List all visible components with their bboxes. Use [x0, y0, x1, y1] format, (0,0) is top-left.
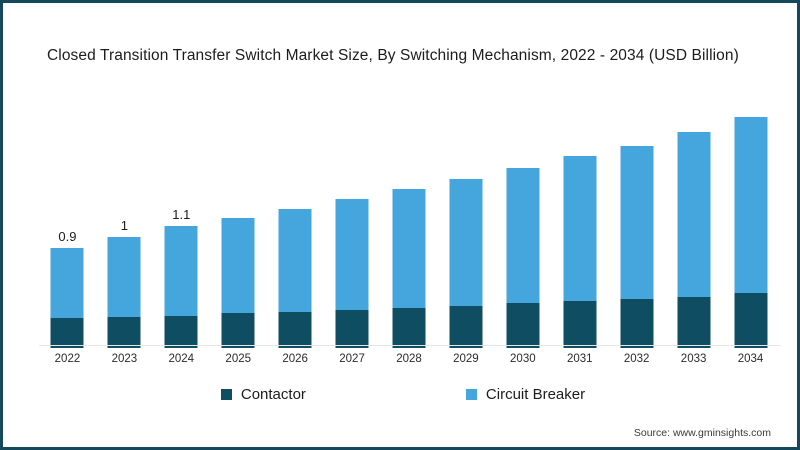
bar-segment-circuit-breaker[interactable] — [221, 217, 255, 314]
legend-label-contactor: Contactor — [240, 386, 306, 403]
bar-segment-contactor[interactable] — [677, 296, 711, 348]
stacked-bar[interactable] — [677, 131, 711, 348]
stacked-bar[interactable] — [335, 198, 369, 348]
bar-segment-contactor[interactable] — [734, 293, 768, 348]
bar-segment-contactor[interactable] — [335, 310, 369, 348]
bar-segment-circuit-breaker[interactable] — [392, 188, 426, 308]
x-axis-tick-label: 2024 — [168, 353, 195, 365]
source-attribution: Source: www.gminsights.com — [633, 427, 771, 439]
legend: Contactor Circuit Breaker — [3, 386, 797, 403]
bar-group[interactable]: 0.9 — [39, 103, 96, 348]
bar-group[interactable]: 1 — [96, 103, 153, 348]
stacked-bar[interactable] — [734, 117, 768, 348]
bar-group[interactable]: 1.1 — [153, 103, 210, 348]
legend-item-contactor[interactable]: Contactor — [220, 386, 306, 403]
bar-segment-circuit-breaker[interactable] — [107, 236, 141, 317]
stacked-bar[interactable] — [392, 188, 426, 348]
x-axis-tick-label: 2033 — [680, 353, 707, 365]
bar-segment-circuit-breaker[interactable] — [563, 156, 597, 302]
x-axis-tick-label: 2022 — [54, 353, 81, 365]
bar-segment-contactor[interactable] — [449, 305, 483, 348]
bar-segment-contactor[interactable] — [392, 307, 426, 348]
bar-segment-circuit-breaker[interactable] — [506, 167, 540, 304]
bar-group[interactable] — [494, 103, 551, 348]
plot-area: 0.9 1 1.1 — [39, 103, 779, 348]
bar-segment-contactor[interactable] — [278, 312, 312, 348]
bar-segment-circuit-breaker[interactable] — [164, 225, 198, 316]
bar-segment-contactor[interactable] — [50, 317, 84, 348]
bar-segment-circuit-breaker[interactable] — [449, 178, 483, 306]
bar-group[interactable] — [210, 103, 267, 348]
bar-group[interactable] — [722, 103, 779, 348]
x-axis-tick-label: 2025 — [225, 353, 252, 365]
x-axis-tick-label: 2034 — [737, 353, 764, 365]
bar-segment-contactor[interactable] — [221, 313, 255, 348]
stacked-bar[interactable] — [107, 236, 141, 348]
bar-value-label: 0.9 — [58, 228, 77, 244]
bar-value-label: 1.1 — [172, 206, 191, 222]
x-axis-tick-label: 2028 — [396, 353, 422, 365]
x-axis-tick-label: 2032 — [623, 353, 650, 365]
x-axis-tick-label: 2026 — [282, 353, 308, 365]
bar-group[interactable] — [324, 103, 381, 348]
bar-value-label: 1 — [120, 217, 128, 233]
stacked-bar[interactable] — [620, 146, 654, 348]
x-axis-tick-label: 2027 — [339, 353, 365, 365]
x-axis-line — [39, 345, 781, 346]
bar-group[interactable] — [381, 103, 438, 348]
stacked-bar[interactable] — [221, 217, 255, 348]
bar-group[interactable] — [608, 103, 665, 348]
x-axis-tick-label: 2030 — [510, 353, 536, 365]
stacked-bar[interactable] — [506, 167, 540, 348]
legend-swatch-contactor — [220, 389, 232, 400]
stacked-bar[interactable] — [164, 225, 198, 348]
bar-segment-circuit-breaker[interactable] — [335, 198, 369, 311]
bar-segment-circuit-breaker[interactable] — [734, 117, 768, 294]
bar-group[interactable] — [665, 103, 722, 348]
stacked-bar[interactable] — [278, 208, 312, 348]
bar-segment-circuit-breaker[interactable] — [677, 131, 711, 297]
x-axis-tick-label: 2029 — [453, 353, 479, 365]
legend-label-circuit-breaker: Circuit Breaker — [485, 386, 586, 403]
bar-segment-contactor[interactable] — [107, 316, 141, 348]
bar-segment-contactor[interactable] — [164, 315, 198, 348]
page-title: Closed Transition Transfer Switch Market… — [47, 47, 739, 64]
stacked-bar[interactable] — [50, 247, 84, 348]
stacked-bar[interactable] — [449, 178, 483, 348]
bar-segment-contactor[interactable] — [563, 301, 597, 348]
bar-group[interactable] — [437, 103, 494, 348]
x-axis-tick-label: 2031 — [566, 353, 593, 365]
stacked-bar[interactable] — [563, 156, 597, 348]
bar-segment-contactor[interactable] — [620, 299, 654, 348]
bar-segment-contactor[interactable] — [506, 303, 540, 348]
x-axis-tick-label: 2023 — [111, 353, 138, 365]
legend-swatch-circuit-breaker — [465, 389, 477, 400]
bar-segment-circuit-breaker[interactable] — [50, 247, 84, 318]
bar-segment-circuit-breaker[interactable] — [278, 208, 312, 313]
bar-group[interactable] — [267, 103, 324, 348]
legend-item-circuit-breaker[interactable]: Circuit Breaker — [465, 386, 586, 403]
bar-group[interactable] — [551, 103, 608, 348]
bar-segment-circuit-breaker[interactable] — [620, 146, 654, 299]
